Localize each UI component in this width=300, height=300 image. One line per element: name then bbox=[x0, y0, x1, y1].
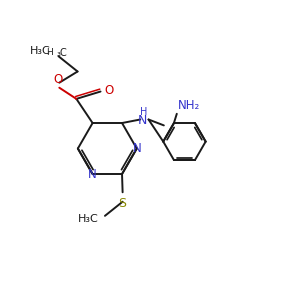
Text: O: O bbox=[104, 84, 114, 97]
Text: S: S bbox=[118, 197, 127, 210]
Text: H: H bbox=[140, 107, 147, 117]
Text: H: H bbox=[46, 48, 53, 57]
Text: O: O bbox=[54, 73, 63, 86]
Text: H₃C: H₃C bbox=[30, 46, 51, 56]
Text: ₃C: ₃C bbox=[57, 48, 68, 58]
Text: N: N bbox=[132, 142, 141, 155]
Text: N: N bbox=[138, 114, 147, 127]
Text: NH₂: NH₂ bbox=[178, 99, 200, 112]
Text: H₃C: H₃C bbox=[78, 214, 98, 224]
Text: N: N bbox=[88, 167, 97, 181]
